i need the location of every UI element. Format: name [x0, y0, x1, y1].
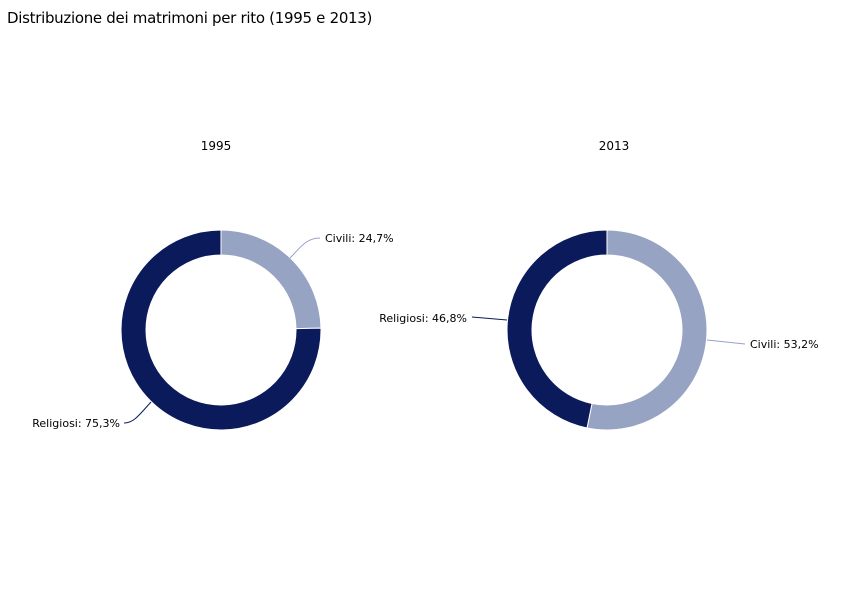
connector-2013-religiosi: [471, 316, 508, 321]
slice-1995-religiosi[interactable]: [120, 229, 322, 431]
label-1995-civili: Civili: 24,7%: [325, 232, 394, 245]
chart-subtitle-2013: 2013: [599, 139, 630, 153]
slice-1995-civili[interactable]: [220, 229, 322, 330]
chart-subtitle-1995: 1995: [201, 139, 232, 153]
slice-2013-religiosi[interactable]: [506, 229, 608, 429]
slice-2013-civili[interactable]: [586, 229, 708, 431]
donut-chart-2013: 2013 Civili: 53,2% Religiosi: 46,8%: [379, 139, 819, 431]
connector-2013-civili: [706, 339, 746, 345]
label-1995-religiosi: Religiosi: 75,3%: [32, 417, 120, 430]
donut-chart-1995: 1995 Civili: 24,7% Religiosi: 75,3%: [32, 139, 394, 431]
label-2013-civili: Civili: 53,2%: [750, 338, 819, 351]
connector-1995-civili: [289, 237, 321, 259]
connector-1995-religiosi: [123, 401, 152, 424]
chart-title: Distribuzione dei matrimoni per rito (19…: [7, 9, 373, 27]
label-2013-religiosi: Religiosi: 46,8%: [379, 312, 467, 325]
